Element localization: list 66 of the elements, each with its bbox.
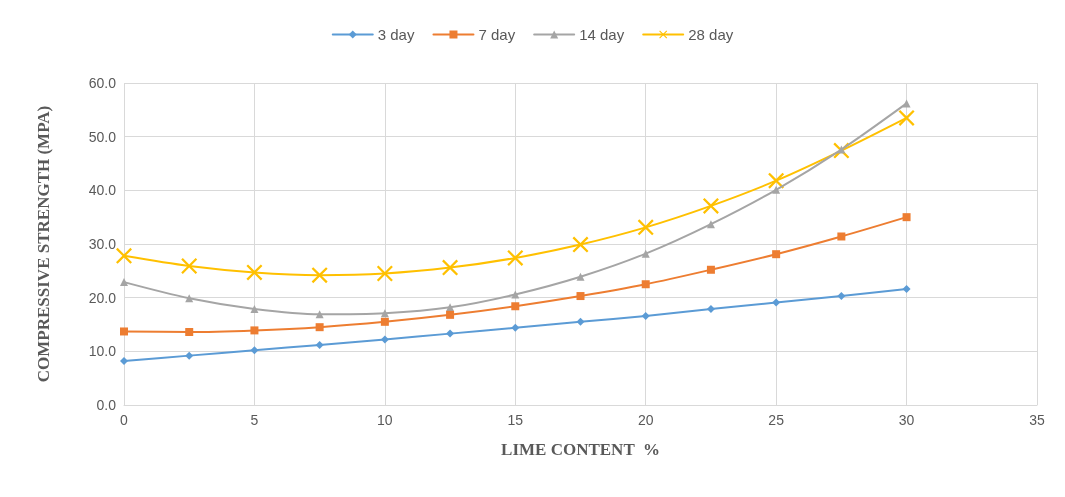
point — [185, 351, 194, 360]
point — [315, 340, 324, 349]
y-axis-title: COMPRESSIVE STRENGTH (MPA) — [34, 105, 53, 383]
point — [507, 249, 524, 266]
y-tick-label: 20.0 — [88, 289, 117, 306]
point — [181, 258, 198, 274]
point — [641, 249, 650, 258]
x-tick-label: 30 — [898, 412, 915, 428]
x-axis-title: LIME CONTENT % — [501, 440, 660, 459]
point — [837, 232, 846, 241]
point — [250, 346, 259, 355]
point — [837, 292, 846, 301]
x-tick-label: 25 — [768, 412, 785, 428]
y-tick-label: 60.0 — [88, 75, 117, 91]
point — [706, 220, 715, 229]
legend-label: 7 day — [478, 26, 516, 43]
point — [311, 267, 328, 284]
point — [250, 326, 259, 335]
point — [246, 264, 263, 281]
y-tick-label: 0.0 — [96, 397, 117, 413]
point — [120, 278, 128, 287]
point — [576, 317, 585, 326]
x-tick-label: 10 — [377, 412, 393, 428]
point — [641, 311, 650, 320]
point — [772, 250, 781, 259]
x-tick-label: 35 — [1029, 412, 1045, 428]
point — [898, 109, 915, 126]
point — [576, 292, 585, 301]
point — [576, 272, 585, 281]
y-tick-label: 30.0 — [88, 236, 117, 252]
point — [902, 285, 911, 294]
point — [902, 213, 911, 222]
point — [706, 265, 715, 274]
point — [446, 329, 455, 338]
point — [116, 247, 132, 264]
y-tick-label: 40.0 — [88, 182, 117, 199]
point — [380, 317, 389, 326]
point — [446, 303, 455, 312]
x-tick-label: 5 — [250, 412, 259, 428]
y-tick-label: 50.0 — [88, 128, 117, 145]
point — [315, 323, 324, 332]
point — [706, 304, 715, 313]
point — [768, 172, 785, 189]
point — [185, 328, 194, 337]
point — [572, 236, 589, 253]
legend-label: 3 day — [377, 26, 415, 43]
y-tick-label: 10.0 — [88, 343, 117, 360]
x-tick-label: 20 — [637, 412, 654, 428]
point — [120, 327, 128, 336]
point — [250, 304, 259, 313]
point — [641, 280, 650, 289]
point — [511, 302, 520, 311]
point — [442, 259, 459, 276]
point — [511, 323, 520, 332]
point — [376, 265, 393, 282]
point — [772, 298, 781, 307]
point — [120, 356, 128, 365]
point — [772, 185, 781, 194]
legend-label: 14 day — [579, 26, 625, 43]
point — [637, 219, 654, 236]
x-tick-label: 15 — [507, 412, 524, 428]
point — [380, 335, 389, 344]
point — [702, 197, 719, 214]
legend-label: 28 day — [688, 26, 734, 43]
x-tick-label: 0 — [120, 412, 129, 428]
point — [446, 310, 455, 319]
